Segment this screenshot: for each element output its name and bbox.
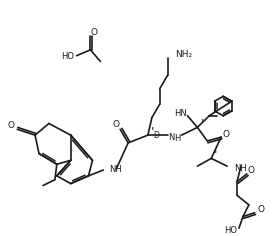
Text: O: O xyxy=(247,165,254,175)
Text: NH: NH xyxy=(234,164,247,173)
Text: O: O xyxy=(113,120,120,129)
Text: N: N xyxy=(168,133,175,142)
Text: NH₂: NH₂ xyxy=(176,50,193,59)
Text: ': ' xyxy=(151,126,154,139)
Text: HO: HO xyxy=(225,226,238,235)
Text: O: O xyxy=(257,205,264,214)
Text: H: H xyxy=(174,134,181,143)
Text: ': ' xyxy=(214,149,218,162)
Text: O: O xyxy=(223,130,230,139)
Text: HO: HO xyxy=(61,52,74,61)
Text: ': ' xyxy=(200,118,204,131)
Text: O: O xyxy=(8,121,15,130)
Text: HN: HN xyxy=(174,109,187,118)
Text: NH: NH xyxy=(109,164,122,173)
Text: D: D xyxy=(153,131,159,140)
Text: O: O xyxy=(91,28,98,37)
